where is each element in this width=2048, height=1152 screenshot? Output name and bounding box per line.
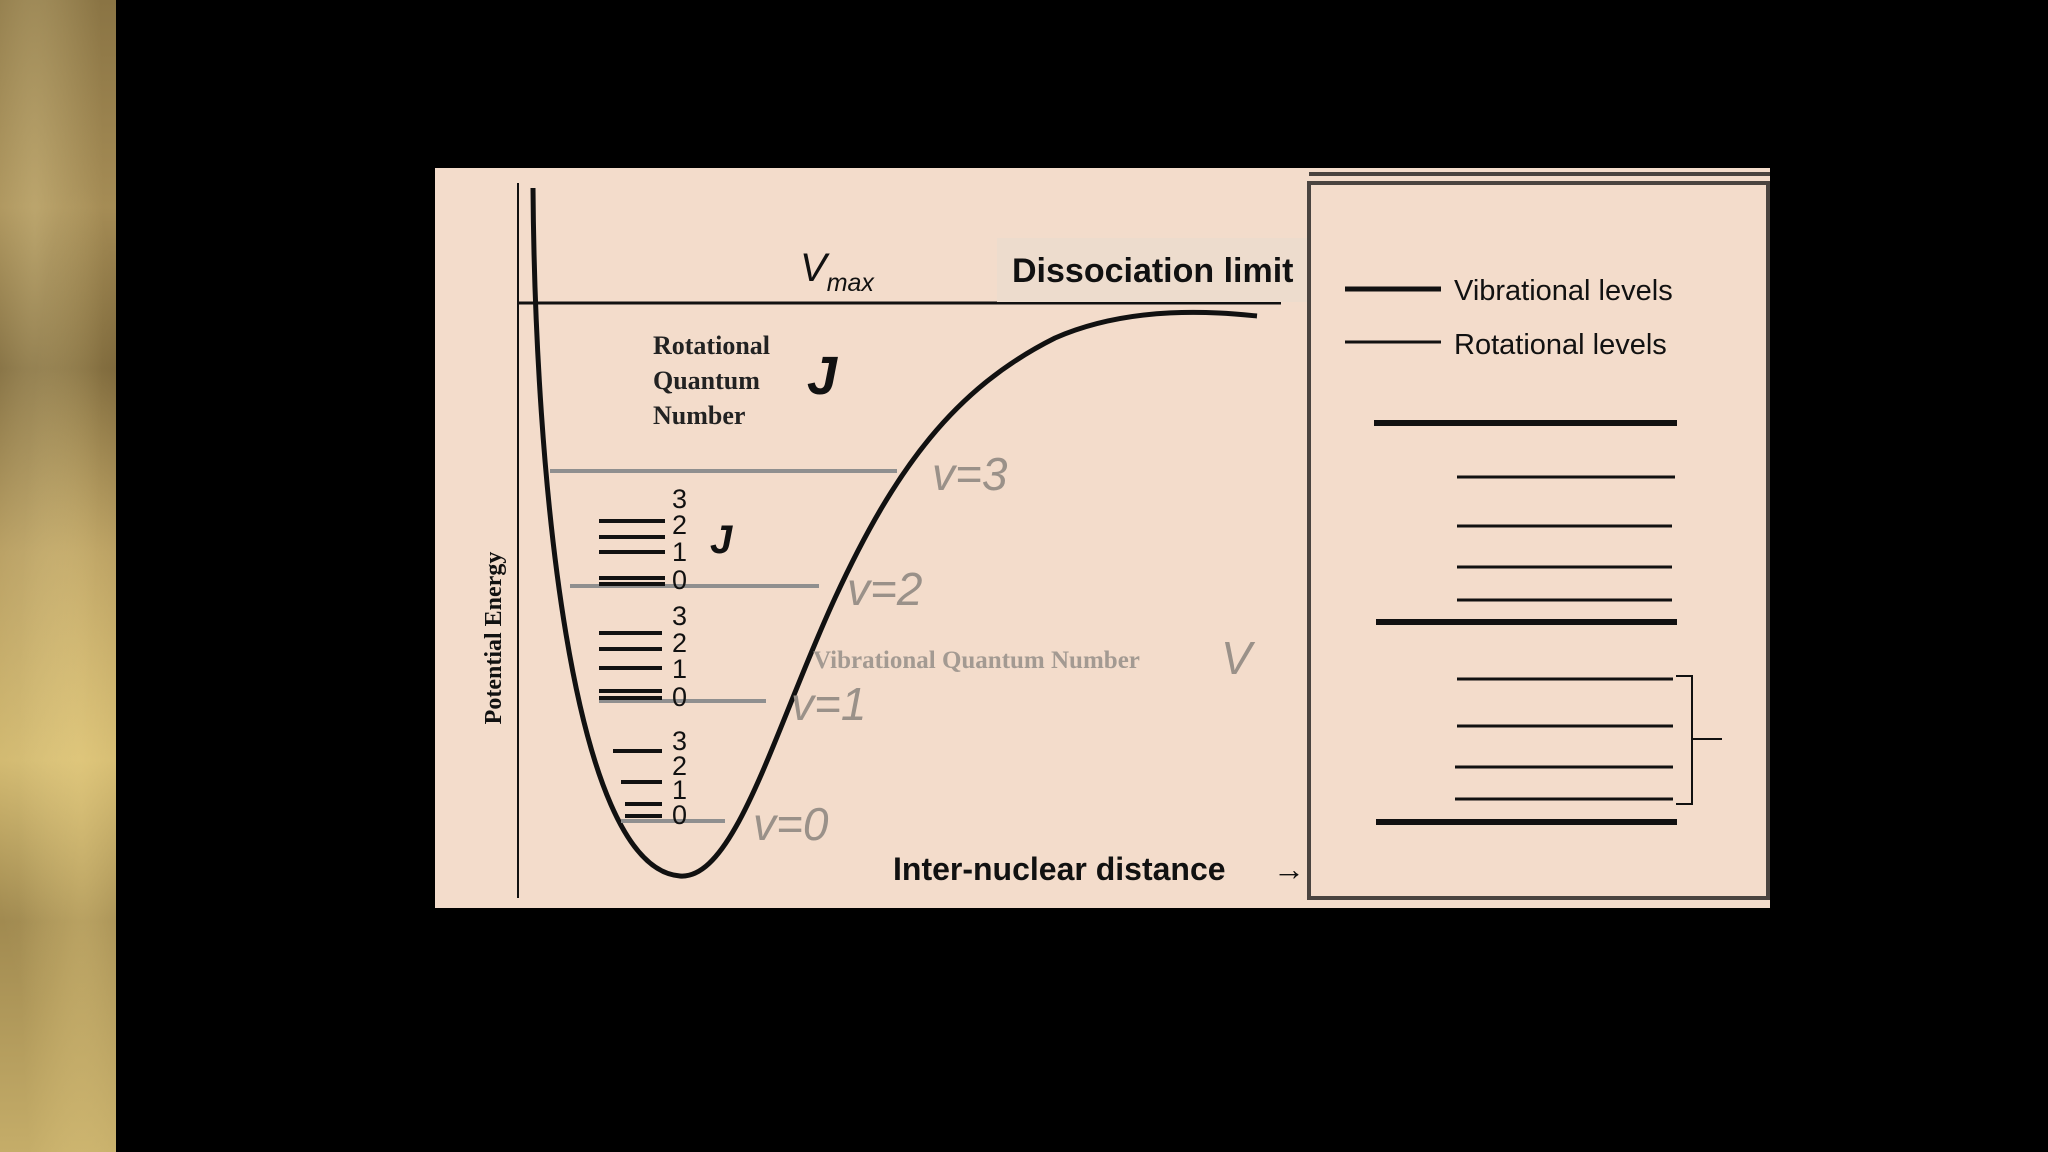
- vibrational-v-symbol: V: [1221, 632, 1256, 684]
- rotational-label-line-2: Quantum: [653, 366, 760, 395]
- vmax-subscript: max: [827, 269, 876, 297]
- vibrational-level-label-v0: v=0: [753, 798, 829, 850]
- potential-energy-curve: [530, 187, 1258, 879]
- rotational-number: 3: [672, 726, 687, 756]
- vibrational-level-label-v1: v=1: [791, 678, 866, 730]
- vibrational-level-label-v3: v=3: [932, 448, 1008, 500]
- rotational-j-symbol: J: [807, 346, 838, 406]
- rotational-number: 3: [672, 601, 687, 631]
- rotational-number: 2: [672, 510, 687, 540]
- rotational-number: 1: [672, 654, 687, 684]
- vibrational-quantum-number-label: Vibrational Quantum Number: [813, 647, 1140, 674]
- dissociation-limit-label: Dissociation limit: [1012, 252, 1294, 290]
- x-axis-label: Inter-nuclear distance: [893, 851, 1226, 887]
- rotational-quantum-number-label: Rotational Quantum Number: [653, 331, 777, 430]
- gold-side-strip: [0, 0, 116, 1152]
- legend-bracket: [1676, 675, 1722, 805]
- rotational-legend-label: Rotational levels: [1454, 329, 1667, 361]
- vmax-label: Vmax: [800, 246, 875, 297]
- rotational-numbers-group-upper: 3 2 1 0: [672, 484, 687, 595]
- rotational-numbers-group-lower: 3 2 1 0: [672, 726, 687, 830]
- inner-j-symbol: J: [710, 518, 733, 562]
- rotational-label-line-3: Number: [653, 401, 745, 430]
- rotational-number: 2: [672, 628, 687, 658]
- potential-energy-diagram-panel: Potential Energy Vmax Dissociation limit…: [435, 168, 1770, 908]
- vibrational-level-label-v2: v=2: [847, 563, 922, 615]
- vmax-symbol: V: [800, 246, 830, 290]
- rotational-numbers-group-middle: 3 2 1 0: [672, 601, 687, 712]
- legend-panel: Vibrational levels Rotational levels: [1307, 172, 1770, 900]
- rotational-label-line-1: Rotational: [653, 331, 770, 360]
- vibrational-legend-label: Vibrational levels: [1454, 275, 1673, 307]
- x-axis-arrow: →: [1273, 851, 1305, 887]
- rotational-number: 1: [672, 775, 687, 805]
- y-axis-label: Potential Energy: [481, 552, 507, 725]
- rotational-number: 2: [672, 751, 687, 781]
- dissociation-label-background: [997, 238, 1330, 302]
- rotational-number: 0: [672, 800, 687, 830]
- potential-energy-diagram: Potential Energy Vmax Dissociation limit…: [481, 172, 1770, 900]
- rotational-number: 1: [672, 537, 687, 567]
- rotational-number: 0: [672, 565, 687, 595]
- rotational-number: 0: [672, 682, 687, 712]
- rotational-number: 3: [672, 484, 687, 514]
